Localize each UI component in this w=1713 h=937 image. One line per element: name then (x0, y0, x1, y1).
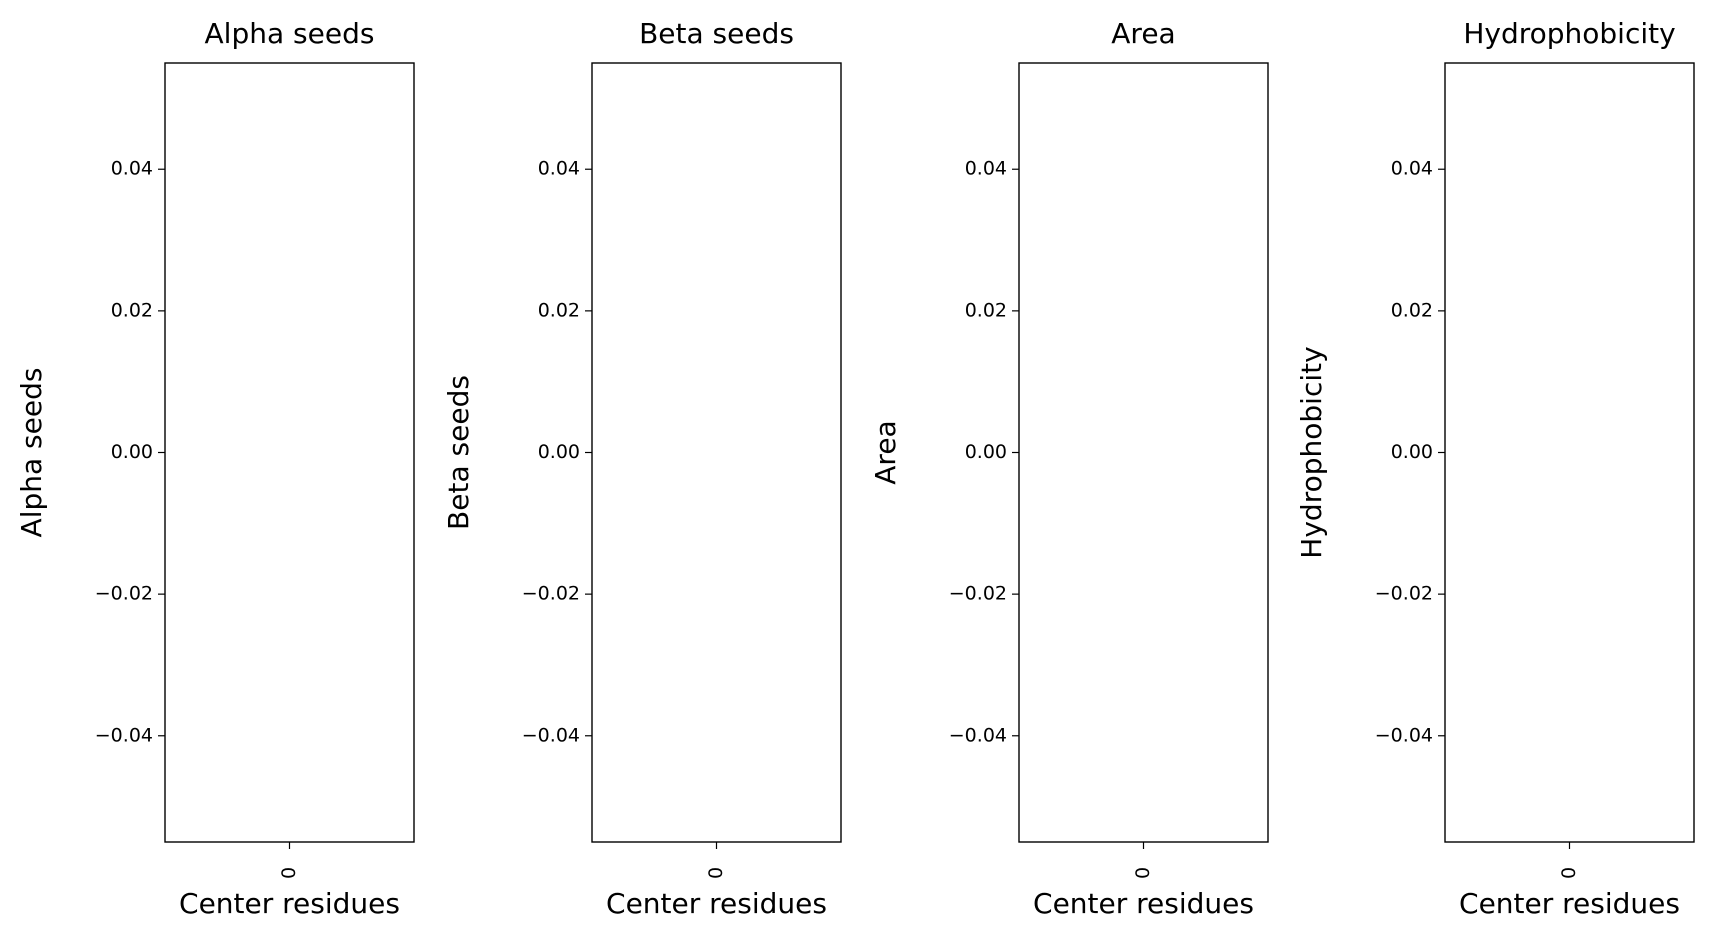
y-tick-label: −0.04 (1375, 724, 1433, 746)
y-tick-label: 0.02 (538, 299, 580, 321)
y-tick-label: −0.02 (949, 583, 1007, 605)
y-tick-label: 0.00 (965, 441, 1007, 463)
plot-frame (1444, 62, 1695, 843)
y-tick-label: 0.04 (965, 158, 1007, 180)
x-tick-label: 0 (278, 867, 300, 879)
y-tick-label: 0.00 (1391, 441, 1433, 463)
y-tick-label: −0.04 (95, 724, 153, 746)
chart-title: Alpha seeds (205, 17, 375, 50)
y-axis-label: Hydrophobicity (1295, 346, 1328, 558)
plot-frame (1018, 62, 1269, 843)
plot-frame (591, 62, 842, 843)
y-tick-label: 0.04 (111, 158, 153, 180)
y-tick-label: −0.02 (1375, 583, 1433, 605)
y-tick-label: 0.02 (965, 299, 1007, 321)
chart-title: Hydrophobicity (1463, 17, 1675, 50)
chart-title: Area (1111, 17, 1175, 50)
x-axis-label: Center residues (179, 887, 400, 920)
plot-frame (164, 62, 415, 843)
x-axis-label: Center residues (1459, 887, 1680, 920)
y-tick-label: 0.00 (538, 441, 580, 463)
y-axis-label: Area (869, 420, 902, 484)
y-tick-label: −0.02 (95, 583, 153, 605)
x-axis-label: Center residues (1033, 887, 1254, 920)
y-tick-label: 0.04 (1391, 158, 1433, 180)
x-tick-label: 0 (1558, 867, 1580, 879)
x-tick-label: 0 (1132, 867, 1154, 879)
x-tick-label: 0 (705, 867, 727, 879)
y-tick-label: −0.04 (522, 724, 580, 746)
y-tick-label: 0.02 (111, 299, 153, 321)
y-tick-label: −0.04 (949, 724, 1007, 746)
y-tick-label: 0.04 (538, 158, 580, 180)
y-tick-label: −0.02 (522, 583, 580, 605)
y-axis-label: Alpha seeds (15, 368, 48, 538)
y-axis-label: Beta seeds (442, 375, 475, 530)
y-tick-label: 0.00 (111, 441, 153, 463)
x-axis-label: Center residues (606, 887, 827, 920)
y-tick-label: 0.02 (1391, 299, 1433, 321)
chart-title: Beta seeds (639, 17, 794, 50)
